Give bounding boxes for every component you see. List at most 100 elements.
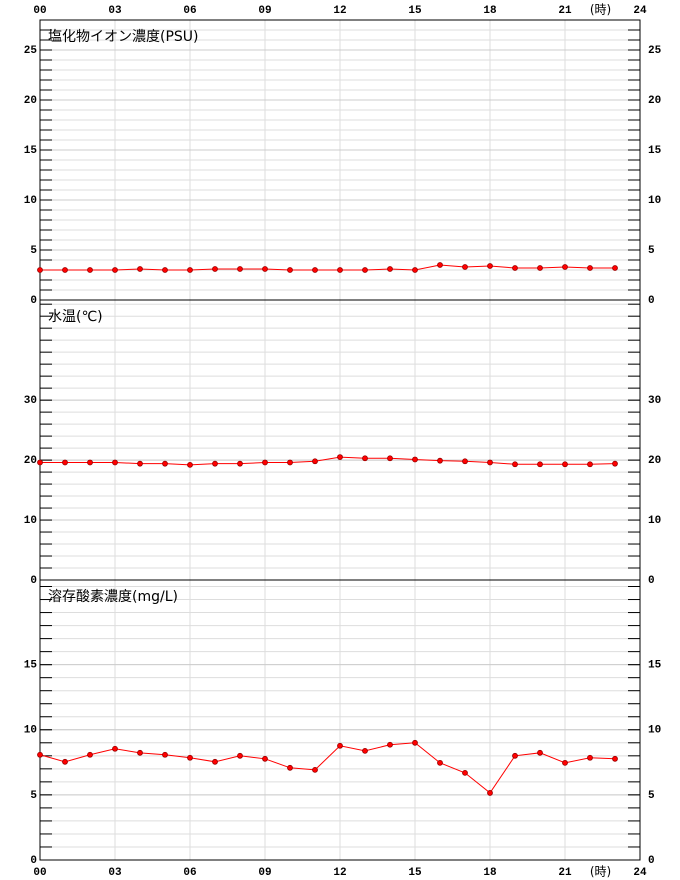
data-point [287,459,293,466]
y-tick-label: 0 [648,855,655,867]
y-tick-label: 5 [30,790,37,802]
data-point [587,754,593,761]
x-axis-label: (時) [590,865,611,879]
x-axis-label: (時) [590,3,611,17]
data-point [212,758,218,765]
data-point [237,752,243,759]
data-point [362,267,368,273]
x-tick-label: 06 [183,5,196,17]
data-point [437,457,443,464]
y-tick-label: 10 [24,515,37,527]
data-line [40,264,615,271]
x-tick-label: 24 [633,867,647,879]
x-tick-label: 12 [333,867,346,879]
data-point [187,267,193,273]
data-point [62,758,68,765]
data-point [287,267,293,273]
plot-frame [39,579,641,861]
x-tick-label: 03 [108,5,122,17]
data-point [587,461,593,468]
data-point [362,455,368,462]
panel-title: 溶存酸素濃度(mg/L) [48,589,178,605]
data-point [537,461,543,468]
data-point [412,456,418,463]
data-point [437,759,443,766]
data-point [562,264,568,270]
data-point [87,751,93,758]
y-tick-label: 5 [648,245,655,257]
data-point [62,459,68,466]
y-tick-label: 15 [24,660,38,672]
x-tick-label: 09 [258,867,271,879]
data-point [162,751,168,758]
data-point [312,766,318,773]
data-point [112,745,118,752]
data-point [37,459,43,466]
data-point [387,266,393,272]
data-point [337,742,343,749]
data-point [37,751,43,758]
data-point [262,755,268,762]
data-point [212,460,218,467]
data-point [512,752,518,759]
data-point [87,459,93,466]
y-tick-label: 5 [30,245,37,257]
data-point [437,262,443,268]
y-tick-label: 30 [648,395,661,407]
data-point [137,266,143,272]
y-tick-label: 10 [648,195,661,207]
data-point [562,759,568,766]
data-point [337,267,343,273]
data-point [412,739,418,746]
data-point [187,461,193,468]
y-tick-label: 0 [30,295,37,307]
y-tick-label: 20 [648,95,661,107]
data-point [462,769,468,776]
y-tick-label: 0 [30,575,37,587]
data-point [562,461,568,468]
data-point [112,267,118,273]
x-tick-label: 24 [633,5,647,17]
data-line [40,456,616,466]
data-point [612,265,618,271]
x-tick-label: 18 [483,867,497,879]
data-point [137,460,143,467]
y-tick-label: 10 [648,515,661,527]
y-tick-label: 15 [648,145,662,157]
y-tick-label: 0 [648,295,655,307]
x-tick-label: 21 [558,867,572,879]
y-tick-label: 20 [648,455,661,467]
data-point [537,749,543,756]
data-point [62,267,68,273]
y-tick-label: 10 [648,725,661,737]
y-tick-label: 0 [648,575,655,587]
y-tick-label: 25 [648,45,662,57]
panel-title: 塩化物イオン濃度(PSU) [48,29,199,45]
y-tick-label: 15 [24,145,38,157]
x-tick-label: 21 [558,5,572,17]
y-tick-label: 10 [24,725,37,737]
data-line [39,742,616,794]
data-point [412,267,418,273]
data-point [237,266,243,272]
y-tick-label: 10 [24,195,37,207]
data-point [162,267,168,273]
x-tick-label: 12 [333,5,346,17]
data-point [362,747,368,754]
data-point [337,454,343,460]
data-point [312,267,318,273]
data-point [587,265,593,271]
data-point [387,455,393,462]
data-point [262,266,268,272]
y-tick-label: 0 [30,855,37,867]
data-point [487,459,493,466]
data-point [462,458,468,465]
data-point [537,265,543,271]
y-tick-label: 5 [648,790,655,802]
x-tick-label: 06 [183,867,196,879]
data-point [312,458,318,465]
y-tick-label: 15 [648,660,662,672]
x-tick-label: 15 [408,5,422,17]
data-point [212,266,218,272]
x-tick-label: 00 [33,5,46,17]
